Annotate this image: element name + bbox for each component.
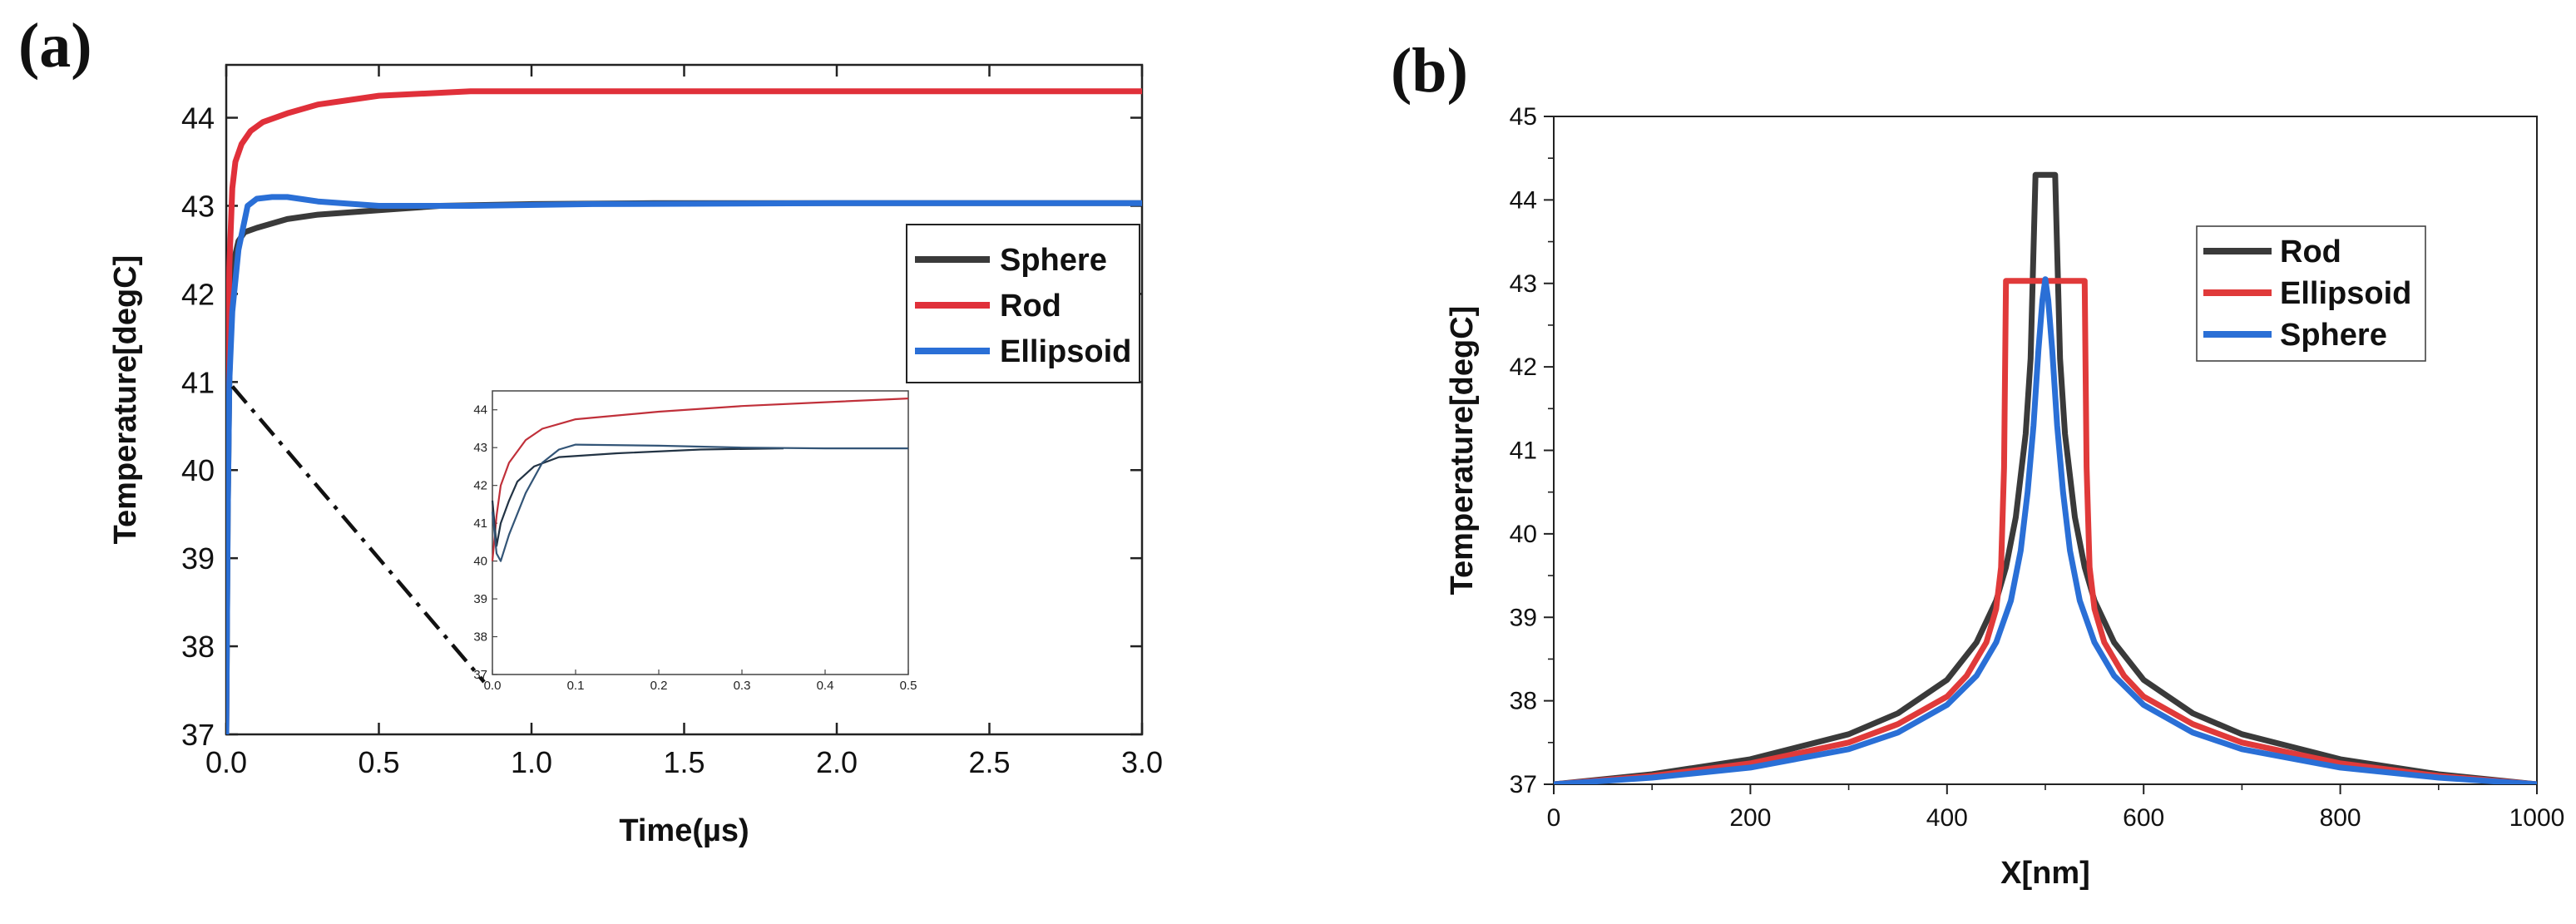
y-tick-label: 41 — [181, 365, 215, 399]
inset-y-tick-label: 41 — [473, 516, 487, 531]
y-tick-label: 38 — [1510, 688, 1537, 715]
x-tick-label: 800 — [2320, 804, 2361, 832]
y-axis-title: Temperature[degC] — [108, 255, 143, 545]
inset-y-tick-label: 39 — [473, 592, 487, 606]
inset-x-tick-label: 0.5 — [900, 679, 917, 693]
legend-label-ellipsoid: Ellipsoid — [2280, 276, 2411, 311]
inset-frame — [492, 390, 909, 675]
x-tick-label: 1000 — [2509, 804, 2565, 832]
x-tick-label: 600 — [2123, 804, 2164, 832]
y-tick-label: 45 — [1510, 103, 1537, 131]
y-tick-label: 43 — [1510, 270, 1537, 298]
series-line-sphere — [1554, 276, 2537, 784]
x-tick-label: 200 — [1729, 804, 1771, 832]
y-tick-label: 43 — [181, 189, 215, 223]
x-tick-label: 1.5 — [663, 745, 705, 779]
inset-x-tick-label: 0.0 — [484, 679, 502, 693]
y-tick-label: 42 — [1510, 353, 1537, 381]
legend-label-sphere: Sphere — [1000, 243, 1107, 278]
series-line-rod — [1554, 171, 2537, 784]
y-tick-label: 44 — [1510, 186, 1537, 214]
series-line-rod — [226, 88, 1142, 734]
inset-x-tick-label: 0.2 — [650, 679, 668, 693]
x-tick-label: 0 — [1547, 804, 1561, 832]
x-tick-label: 0.0 — [205, 745, 247, 779]
inset-y-tick-label: 44 — [473, 403, 487, 418]
y-tick-label: 39 — [1510, 604, 1537, 631]
x-tick-label: 400 — [1926, 804, 1968, 832]
y-tick-label: 41 — [1510, 437, 1537, 465]
y-axis-title: Temperature[degC] — [1445, 306, 1480, 595]
legend-label-rod: Rod — [2280, 235, 2341, 269]
series-line-ellipsoid — [226, 194, 1142, 734]
x-axis-title: Time(µs) — [619, 813, 749, 848]
inset-x-tick-label: 0.1 — [567, 679, 585, 693]
y-tick-label: 42 — [181, 277, 215, 311]
inset-y-tick-label: 43 — [473, 441, 487, 455]
inset-x-tick-label: 0.3 — [734, 679, 751, 693]
y-tick-label: 39 — [181, 541, 215, 576]
inset-y-tick-label: 38 — [473, 630, 487, 645]
inset-series-line-rod — [491, 398, 909, 561]
x-tick-label: 2.0 — [816, 745, 858, 779]
inset-y-tick-label: 37 — [473, 668, 487, 682]
legend-label-sphere: Sphere — [2280, 318, 2387, 353]
inset-x-tick-label: 0.4 — [817, 679, 834, 693]
y-tick-label: 37 — [1510, 771, 1537, 798]
inset-y-tick-label: 40 — [473, 555, 487, 569]
inset-background — [457, 386, 922, 699]
panel-a: (a) 0.0 0.5 1.0 1.5 2.0 2.5 3.0 37 38 39 40 41 42 43 4… — [18, 11, 1163, 848]
x-tick-label: 3.0 — [1121, 745, 1163, 779]
x-axis-title: X[nm] — [2000, 856, 2090, 891]
legend-label-ellipsoid: Ellipsoid — [1000, 334, 1131, 369]
inset-series-line-ellipsoid — [491, 443, 908, 562]
panel-b: (b) 0 200 400 600 800 1000 37 38 39 40 41 42 43 44 45 X… — [1391, 36, 2564, 891]
y-tick-label: 37 — [181, 718, 215, 752]
x-tick-label: 0.5 — [358, 745, 399, 779]
y-tick-label: 38 — [181, 630, 215, 664]
inset-y-tick-label: 42 — [473, 479, 487, 493]
x-tick-label: 1.0 — [511, 745, 552, 779]
y-tick-label: 40 — [181, 453, 215, 487]
y-tick-label: 44 — [181, 101, 215, 136]
panel-b-letter: (b) — [1391, 36, 1468, 106]
panel-a-letter: (a) — [18, 11, 92, 81]
inset-series-line-sphere — [491, 447, 784, 547]
y-tick-label: 40 — [1510, 521, 1537, 548]
legend-label-rod: Rod — [1000, 289, 1061, 324]
x-tick-label: 2.5 — [968, 745, 1010, 779]
